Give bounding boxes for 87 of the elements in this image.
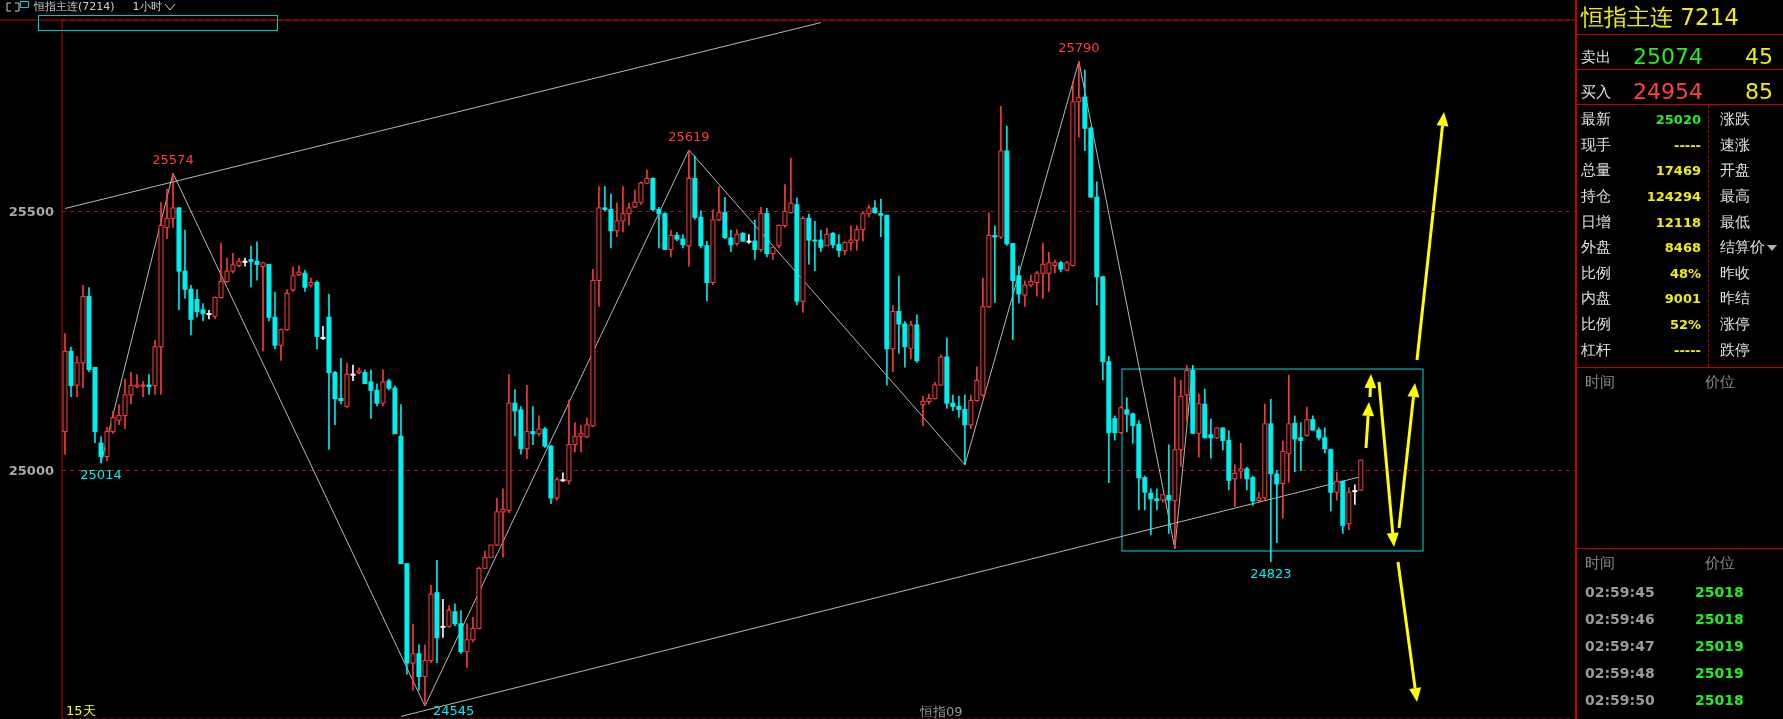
text: 涨停 bbox=[1720, 315, 1750, 335]
text: 最高 bbox=[1720, 187, 1750, 207]
chart-subtitle: 1小时 bbox=[132, 0, 162, 13]
text: 价位 bbox=[1705, 373, 1735, 393]
annotation: 24823 bbox=[1250, 566, 1292, 582]
text: 价位 bbox=[1705, 554, 1735, 574]
text: 48% bbox=[1668, 265, 1701, 281]
text: 比例 bbox=[1580, 263, 1612, 283]
text: 时间 bbox=[1585, 554, 1616, 574]
y-tick-label: 25500 bbox=[8, 204, 54, 220]
annotation: 25574 bbox=[152, 152, 194, 168]
text: 25019 bbox=[1695, 638, 1744, 655]
text: ----- bbox=[1673, 137, 1701, 153]
candlestick bbox=[1166, 443, 1172, 535]
text: 25020 bbox=[1654, 112, 1701, 128]
candlestick bbox=[380, 368, 386, 408]
text: 速涨 bbox=[1720, 135, 1750, 155]
candlestick bbox=[302, 269, 308, 293]
text: 24954 bbox=[1633, 79, 1704, 104]
text: 02:59:45 bbox=[1585, 584, 1656, 601]
text: 买入 bbox=[1580, 83, 1612, 103]
text: 持仓 bbox=[1580, 187, 1612, 207]
annotation: 恒指09 bbox=[919, 704, 963, 719]
candlestick bbox=[260, 261, 266, 353]
text: 结算价 bbox=[1720, 238, 1765, 258]
candlestick bbox=[668, 228, 674, 258]
candlestick bbox=[146, 373, 152, 396]
annotation: 25014 bbox=[80, 467, 122, 483]
text: 02:59:48 bbox=[1585, 665, 1656, 682]
text: 85 bbox=[1745, 79, 1773, 104]
text: 总量 bbox=[1580, 161, 1612, 181]
annotation: 25619 bbox=[668, 128, 710, 144]
text: 45 bbox=[1745, 44, 1773, 69]
text: 52% bbox=[1668, 317, 1701, 333]
text: 25074 bbox=[1633, 44, 1704, 69]
candlestick bbox=[530, 405, 536, 446]
text: 124294 bbox=[1645, 189, 1701, 205]
candlestick bbox=[416, 643, 422, 692]
text: ----- bbox=[1673, 342, 1701, 358]
text: 恒指主连 7214 bbox=[1577, 0, 1783, 35]
text: 杠杆 bbox=[1580, 340, 1612, 360]
text: 02:59:46 bbox=[1585, 611, 1656, 628]
annotation: 25790 bbox=[1058, 40, 1100, 56]
text: 现手 bbox=[1580, 135, 1612, 155]
candlestick bbox=[524, 384, 530, 460]
text: 02:59:47 bbox=[1585, 638, 1656, 655]
annotation: 15天 bbox=[66, 703, 96, 718]
candlestick bbox=[746, 233, 752, 245]
text: 涨跌 bbox=[1720, 110, 1750, 130]
text: 02:59:50 bbox=[1585, 692, 1656, 709]
candlestick bbox=[296, 264, 302, 277]
text: 昨收 bbox=[1720, 263, 1750, 283]
chart-title: 恒指主连(7214) bbox=[34, 0, 115, 13]
text: 最新 bbox=[1580, 110, 1612, 130]
candlestick bbox=[752, 219, 758, 261]
candlestick bbox=[320, 325, 326, 341]
text: 卖出 bbox=[1580, 48, 1612, 68]
text: 9001 bbox=[1663, 291, 1701, 307]
text: 最低 bbox=[1720, 212, 1750, 232]
candlestick bbox=[1334, 471, 1340, 502]
candlestick bbox=[1238, 442, 1244, 480]
text: 日增 bbox=[1580, 212, 1612, 232]
annotation: 24545 bbox=[432, 703, 475, 718]
text: 比例 bbox=[1580, 315, 1612, 335]
text: 25018 bbox=[1695, 584, 1744, 601]
candlestick bbox=[824, 226, 830, 247]
candlestick bbox=[1304, 405, 1310, 438]
text: 8468 bbox=[1663, 240, 1701, 256]
candlestick bbox=[290, 265, 296, 293]
text: 跌停 bbox=[1720, 340, 1750, 360]
text: 开盘 bbox=[1720, 161, 1750, 181]
text: 内盘 bbox=[1580, 289, 1612, 309]
text: 25018 bbox=[1695, 611, 1744, 628]
text: 外盘 bbox=[1580, 238, 1612, 258]
y-tick-label: 25000 bbox=[8, 463, 54, 479]
candlestick bbox=[1232, 463, 1238, 508]
text: 25019 bbox=[1695, 665, 1744, 682]
text: 17469 bbox=[1654, 163, 1701, 179]
candlestick bbox=[536, 414, 542, 438]
text: 时间 bbox=[1585, 373, 1616, 393]
candlestick bbox=[98, 435, 104, 465]
candlestick bbox=[410, 622, 416, 692]
candlestick bbox=[992, 224, 998, 304]
text: 25018 bbox=[1695, 692, 1744, 709]
text: 昨结 bbox=[1720, 289, 1750, 309]
text: 12118 bbox=[1654, 214, 1701, 230]
candlestick bbox=[908, 320, 914, 360]
